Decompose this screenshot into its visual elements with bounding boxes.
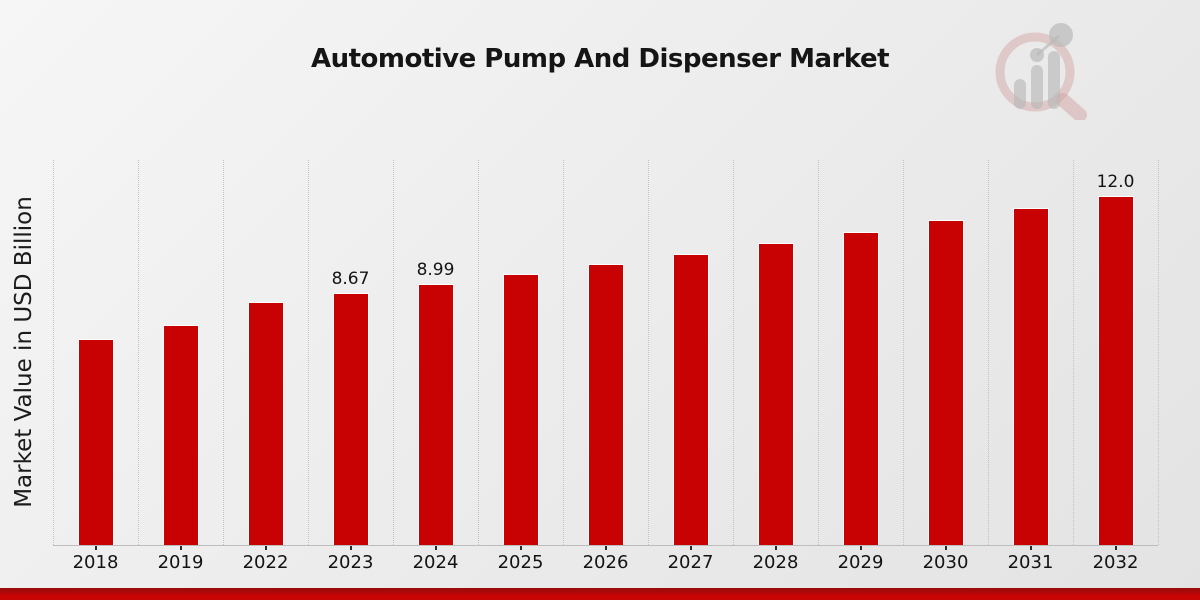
x-tick [264,546,267,550]
x-tick-label-2027: 2027 [667,552,714,573]
x-tick-label-2030: 2030 [922,552,969,573]
bar-2029 [842,231,879,545]
x-tick [859,546,862,550]
bar-value-label-2023: 8.67 [331,268,370,289]
gridline [988,160,989,545]
gridline [733,160,734,545]
x-tick [1114,546,1117,550]
x-tick-label-2019: 2019 [157,552,204,573]
bar-2028 [757,242,794,545]
x-tick-label-2018: 2018 [72,552,119,573]
x-tick [349,546,352,550]
bar-2022 [247,301,284,545]
plot-area: 2018 2019 2022 8.67 2023 8.99 2024 2025 2026 2027… [53,160,1159,573]
x-axis-line [53,545,1158,546]
bar-value-label-2024: 8.99 [416,259,455,280]
x-tick-label-2028: 2028 [752,552,799,573]
x-tick-label-2031: 2031 [1007,552,1054,573]
x-tick [944,546,947,550]
bar-2032 [1097,196,1134,545]
x-tick-label-2026: 2026 [582,552,629,573]
bar-value-label-2032: 12.0 [1096,172,1135,193]
gridline [818,160,819,545]
bar-2026 [587,264,624,545]
gridline [138,160,139,545]
x-tick [604,546,607,550]
bar-2031 [1012,208,1049,545]
bar-2025 [502,274,539,545]
x-tick-label-2029: 2029 [837,552,884,573]
x-tick-label-2032: 2032 [1092,552,1139,573]
x-tick [434,546,437,550]
x-tick [1029,546,1032,550]
bar-2027 [672,253,709,545]
gridline [648,160,649,545]
x-tick-label-2024: 2024 [412,552,459,573]
footer-red-band [0,588,1200,600]
bar-2030 [927,220,964,545]
gridline [393,160,394,545]
gridline [1073,160,1074,545]
y-axis-label: Market Value in USD Billion [11,196,37,508]
gridline [308,160,309,545]
x-tick-label-2025: 2025 [497,552,544,573]
x-tick-label-2023: 2023 [327,552,374,573]
bar-2019 [162,325,199,545]
x-tick [774,546,777,550]
logo-bar-chart-icon [1014,23,1073,109]
x-tick [179,546,182,550]
x-tick [94,546,97,550]
gridline [53,160,54,545]
bar-2023 [332,292,369,545]
bar-2024 [417,283,454,545]
x-tick-label-2022: 2022 [242,552,289,573]
gridline [563,160,564,545]
x-tick [519,546,522,550]
chart-title: Automotive Pump And Dispenser Market [310,44,890,74]
gridline [903,160,904,545]
bar-2018 [77,338,114,545]
mrfr-logo-icon [995,23,1087,120]
gridline [223,160,224,545]
gridline [478,160,479,545]
x-tick [689,546,692,550]
gridline [1158,160,1159,545]
